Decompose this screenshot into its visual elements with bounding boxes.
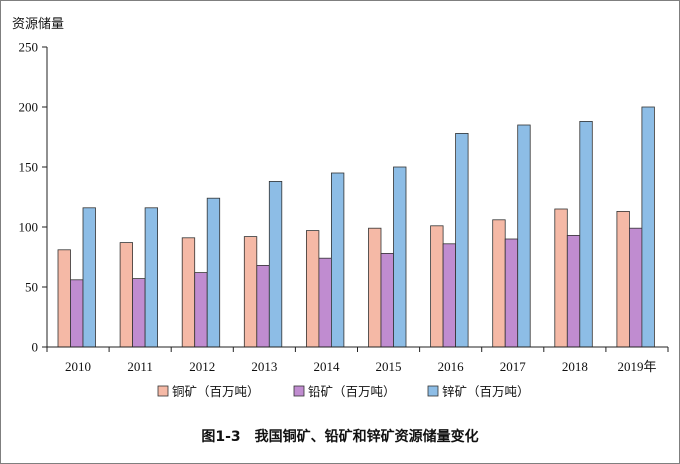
bar-series-1-3 bbox=[256, 264, 270, 348]
x-tick-label: 2014 bbox=[313, 359, 340, 374]
bar-series-2-6 bbox=[455, 132, 469, 348]
bar-series-1-7 bbox=[504, 238, 519, 348]
y-axis-label: 资源储量 bbox=[12, 17, 64, 32]
x-tick-label: 2012 bbox=[189, 359, 215, 374]
bar-series-1-4 bbox=[318, 257, 332, 348]
bar-series-0-3 bbox=[243, 236, 258, 348]
x-tick-label: 2015 bbox=[376, 359, 402, 374]
bar-series-2-3 bbox=[268, 180, 283, 348]
bar-series-1-6 bbox=[442, 243, 457, 348]
bar-series-1-0 bbox=[70, 279, 84, 348]
x-tick-label: 2010 bbox=[65, 359, 91, 374]
bar-series-2-0 bbox=[82, 207, 96, 348]
bar-series-0-9 bbox=[616, 210, 630, 348]
x-tick-label: 2019年 bbox=[617, 359, 656, 374]
legend: 铜矿（百万吨） 铅矿（百万吨） 锌矿（百万吨） bbox=[157, 384, 530, 399]
legend-label-1: 铅矿（百万吨） bbox=[308, 384, 396, 399]
bar-series-1-9 bbox=[629, 227, 643, 348]
x-tick-label: 2018 bbox=[562, 359, 588, 374]
bar-series-1-2 bbox=[194, 272, 208, 348]
bar-series-1-1 bbox=[132, 278, 146, 348]
y-tick-label: 50 bbox=[25, 280, 38, 295]
bar-series-0-7 bbox=[492, 219, 506, 348]
bar-series-0-5 bbox=[368, 227, 382, 348]
x-tick-label: 2011 bbox=[127, 359, 153, 374]
y-axis: 0 50 100 150 200 250 bbox=[19, 40, 48, 355]
x-tick-label: 2017 bbox=[500, 359, 527, 374]
bar-series-2-4 bbox=[330, 172, 345, 348]
bar-series-2-1 bbox=[144, 207, 159, 348]
bar-series-0-4 bbox=[305, 230, 320, 348]
bar-series-1-5 bbox=[380, 252, 394, 348]
bar-series-0-0 bbox=[57, 249, 71, 348]
x-tick-label: 2016 bbox=[438, 359, 465, 374]
bar-series-0-6 bbox=[430, 225, 444, 348]
x-tick-label: 2013 bbox=[251, 359, 277, 374]
legend-swatch-1 bbox=[293, 385, 305, 397]
y-tick-label: 100 bbox=[19, 220, 39, 235]
y-tick-label: 250 bbox=[19, 40, 39, 55]
bar-series-0-1 bbox=[119, 242, 133, 348]
legend-swatch-2 bbox=[427, 385, 439, 397]
bar-series-2-9 bbox=[641, 106, 655, 348]
bar-series-2-2 bbox=[206, 197, 221, 348]
bar-series-1-8 bbox=[566, 234, 581, 348]
y-tick-label: 150 bbox=[19, 160, 39, 175]
bar-series-0-2 bbox=[181, 237, 196, 348]
bar-series-2-7 bbox=[517, 124, 531, 348]
chart-title: 图1-3 我国铜矿、铅矿和锌矿资源储量变化 bbox=[201, 428, 478, 445]
y-tick-label: 200 bbox=[19, 100, 39, 115]
legend-swatch-0 bbox=[157, 385, 169, 397]
bar-series-2-5 bbox=[393, 166, 407, 348]
bar-series-2-8 bbox=[579, 121, 593, 348]
bars bbox=[57, 106, 655, 348]
legend-label-0: 铜矿（百万吨） bbox=[172, 384, 260, 399]
y-tick-label: 0 bbox=[32, 340, 39, 355]
legend-label-2: 锌矿（百万吨） bbox=[442, 384, 530, 399]
bar-series-0-8 bbox=[554, 208, 568, 348]
x-axis: 2010 2011 2012 2013 2014 2015 2016 2017 2018 2019… bbox=[46, 346, 669, 374]
